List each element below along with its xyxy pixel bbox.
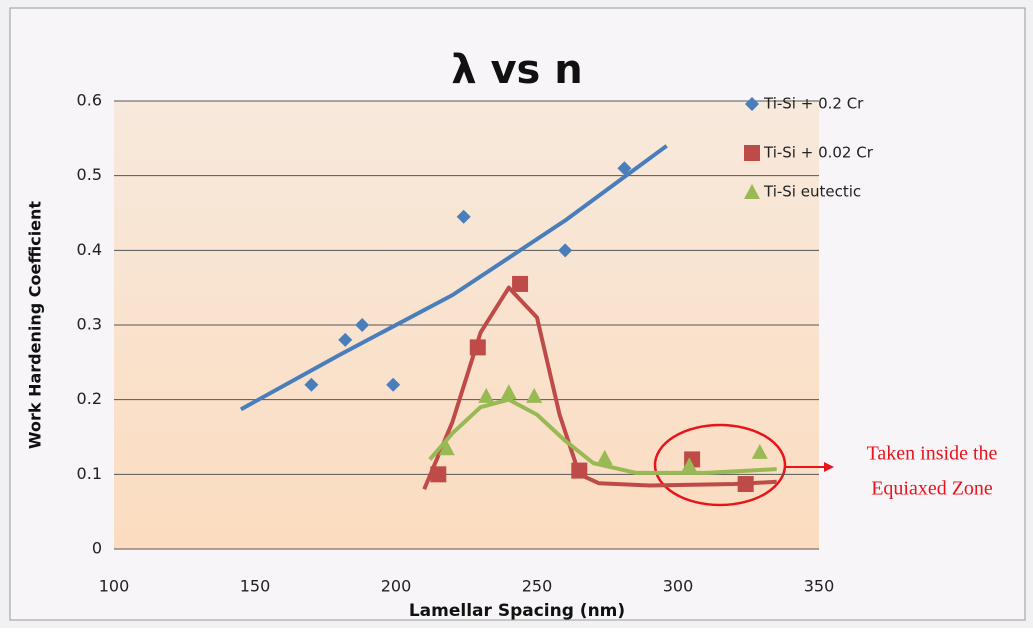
legend-label: Ti-Si + 0.02 Cr: [763, 144, 874, 162]
chart: λ vs n Work Hardening Coefficient Lamell…: [0, 0, 1033, 628]
x-axis-label: Lamellar Spacing (nm): [409, 601, 625, 621]
legend-label: Ti-Si + 0.2 Cr: [763, 95, 864, 113]
legend-label: Ti-Si eutectic: [763, 183, 861, 201]
point: [470, 339, 486, 355]
x-tick-label: 100: [99, 577, 130, 596]
y-tick-label: 0.5: [77, 165, 102, 184]
y-tick-label: 0.3: [77, 315, 102, 334]
x-tick-label: 200: [381, 577, 412, 596]
point: [571, 463, 587, 479]
x-tick-label: 300: [663, 577, 694, 596]
annotation-text: Taken inside the: [867, 443, 998, 465]
y-tick-label: 0.2: [77, 389, 102, 408]
point: [430, 466, 446, 482]
annotation-text: Equiaxed Zone: [871, 478, 993, 500]
x-tick-label: 350: [804, 577, 835, 596]
y-tick-label: 0: [92, 539, 102, 558]
legend-marker: [744, 145, 760, 161]
y-axis-label: Work Hardening Coefficient: [26, 201, 45, 449]
x-tick-label: 250: [522, 577, 553, 596]
y-tick-label: 0.4: [77, 240, 102, 259]
x-tick-label: 150: [240, 577, 271, 596]
chart-title: λ vs n: [451, 47, 583, 93]
point: [512, 276, 528, 292]
y-tick-label: 0.1: [77, 464, 102, 483]
y-tick-label: 0.6: [77, 91, 102, 110]
point: [738, 476, 754, 492]
